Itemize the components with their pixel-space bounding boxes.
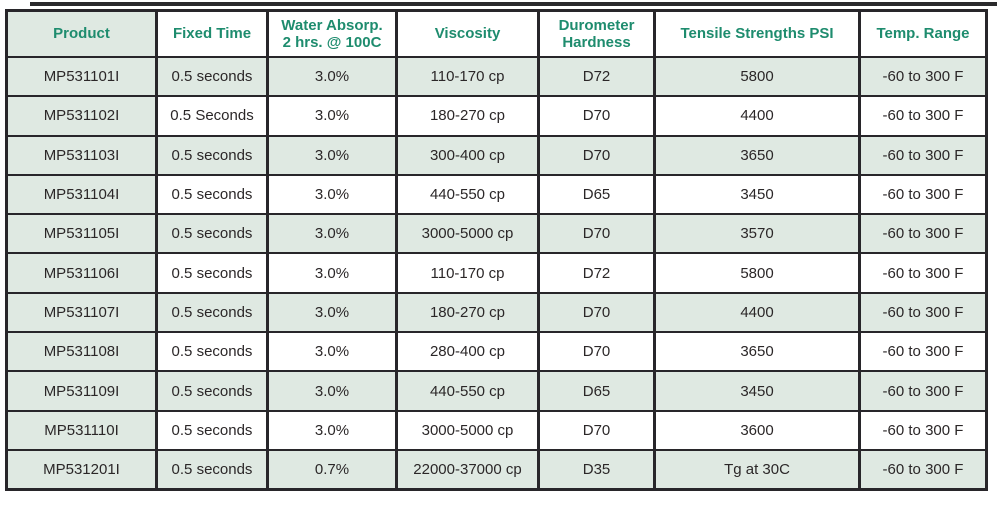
cell-viscosity: 3000-5000 cp bbox=[395, 213, 540, 255]
cell-temp-range: -60 to 300 F bbox=[858, 331, 988, 373]
cell-durometer: D35 bbox=[537, 448, 656, 491]
cell-fixed-time: 0.5 seconds bbox=[155, 213, 269, 255]
cell-water-absorp: 3.0% bbox=[266, 291, 398, 334]
column-header-temp-range: Temp. Range bbox=[858, 9, 988, 58]
cell-water-absorp: 3.0% bbox=[266, 252, 398, 294]
cell-durometer: D72 bbox=[537, 55, 656, 98]
cell-viscosity: 180-270 cp bbox=[395, 291, 540, 334]
cell-durometer: D70 bbox=[537, 213, 656, 255]
cell-product: MP531103I bbox=[5, 134, 158, 176]
cell-fixed-time: 0.5 Seconds bbox=[155, 95, 269, 137]
column-header-water-absorp: Water Absorp. 2 hrs. @ 100C bbox=[266, 9, 398, 58]
table-row: MP531101I 0.5 seconds 3.0% 110-170 cp D7… bbox=[5, 55, 988, 98]
cell-fixed-time: 0.5 seconds bbox=[155, 55, 269, 98]
cell-viscosity: 180-270 cp bbox=[395, 95, 540, 137]
cell-durometer: D70 bbox=[537, 95, 656, 137]
table-row: MP531105I 0.5 seconds 3.0% 3000-5000 cp … bbox=[5, 213, 988, 255]
cell-durometer: D65 bbox=[537, 370, 656, 412]
cell-product: MP531201I bbox=[5, 448, 158, 491]
cell-fixed-time: 0.5 seconds bbox=[155, 448, 269, 491]
cell-temp-range: -60 to 300 F bbox=[858, 448, 988, 491]
column-header-durometer-hardness: Durometer Hardness bbox=[537, 9, 656, 58]
cell-temp-range: -60 to 300 F bbox=[858, 370, 988, 412]
cell-tensile: 3600 bbox=[653, 409, 861, 451]
cell-viscosity: 22000-37000 cp bbox=[395, 448, 540, 491]
cell-water-absorp: 3.0% bbox=[266, 213, 398, 255]
table-row: MP531109I 0.5 seconds 3.0% 440-550 cp D6… bbox=[5, 370, 988, 412]
cell-viscosity: 300-400 cp bbox=[395, 134, 540, 176]
cell-durometer: D70 bbox=[537, 134, 656, 176]
cell-tensile: 3570 bbox=[653, 213, 861, 255]
product-spec-table: Product Fixed Time Water Absorp. 2 hrs. … bbox=[5, 9, 988, 492]
cell-fixed-time: 0.5 seconds bbox=[155, 291, 269, 334]
cell-water-absorp: 3.0% bbox=[266, 134, 398, 176]
cell-fixed-time: 0.5 seconds bbox=[155, 252, 269, 294]
cell-tensile: 5800 bbox=[653, 252, 861, 294]
cell-product: MP531110I bbox=[5, 409, 158, 451]
cell-water-absorp: 3.0% bbox=[266, 331, 398, 373]
cell-durometer: D70 bbox=[537, 291, 656, 334]
cell-tensile: 4400 bbox=[653, 95, 861, 137]
cell-product: MP531107I bbox=[5, 291, 158, 334]
cell-durometer: D70 bbox=[537, 409, 656, 451]
cell-product: MP531109I bbox=[5, 370, 158, 412]
cell-temp-range: -60 to 300 F bbox=[858, 55, 988, 98]
table-row: MP531103I 0.5 seconds 3.0% 300-400 cp D7… bbox=[5, 134, 988, 176]
table-row: MP531107I 0.5 seconds 3.0% 180-270 cp D7… bbox=[5, 291, 988, 334]
cell-temp-range: -60 to 300 F bbox=[858, 134, 988, 176]
table-row: MP531201I 0.5 seconds 0.7% 22000-37000 c… bbox=[5, 448, 988, 491]
cell-water-absorp: 0.7% bbox=[266, 448, 398, 491]
table-row: MP531104I 0.5 seconds 3.0% 440-550 cp D6… bbox=[5, 173, 988, 216]
cell-tensile: 4400 bbox=[653, 291, 861, 334]
cell-viscosity: 440-550 cp bbox=[395, 173, 540, 216]
cell-tensile: 3450 bbox=[653, 173, 861, 216]
cell-fixed-time: 0.5 seconds bbox=[155, 173, 269, 216]
cell-tensile: Tg at 30C bbox=[653, 448, 861, 491]
top-divider-rule bbox=[30, 2, 997, 6]
cell-temp-range: -60 to 300 F bbox=[858, 252, 988, 294]
cell-temp-range: -60 to 300 F bbox=[858, 291, 988, 334]
cell-temp-range: -60 to 300 F bbox=[858, 409, 988, 451]
table-row: MP531102I 0.5 Seconds 3.0% 180-270 cp D7… bbox=[5, 95, 988, 137]
cell-tensile: 3650 bbox=[653, 134, 861, 176]
column-header-product: Product bbox=[5, 9, 158, 58]
cell-tensile: 3450 bbox=[653, 370, 861, 412]
cell-durometer: D70 bbox=[537, 331, 656, 373]
cell-temp-range: -60 to 300 F bbox=[858, 95, 988, 137]
cell-product: MP531108I bbox=[5, 331, 158, 373]
table-row: MP531108I 0.5 seconds 3.0% 280-400 cp D7… bbox=[5, 331, 988, 373]
table-row: MP531110I 0.5 seconds 3.0% 3000-5000 cp … bbox=[5, 409, 988, 451]
cell-viscosity: 440-550 cp bbox=[395, 370, 540, 412]
cell-durometer: D72 bbox=[537, 252, 656, 294]
cell-fixed-time: 0.5 seconds bbox=[155, 409, 269, 451]
column-header-fixed-time: Fixed Time bbox=[155, 9, 269, 58]
column-header-viscosity: Viscosity bbox=[395, 9, 540, 58]
cell-temp-range: -60 to 300 F bbox=[858, 173, 988, 216]
cell-viscosity: 280-400 cp bbox=[395, 331, 540, 373]
column-header-tensile-strengths: Tensile Strengths PSI bbox=[653, 9, 861, 58]
table-row: MP531106I 0.5 seconds 3.0% 110-170 cp D7… bbox=[5, 252, 988, 294]
cell-viscosity: 110-170 cp bbox=[395, 252, 540, 294]
cell-temp-range: -60 to 300 F bbox=[858, 213, 988, 255]
cell-durometer: D65 bbox=[537, 173, 656, 216]
cell-product: MP531104I bbox=[5, 173, 158, 216]
cell-water-absorp: 3.0% bbox=[266, 409, 398, 451]
cell-water-absorp: 3.0% bbox=[266, 95, 398, 137]
cell-product: MP531105I bbox=[5, 213, 158, 255]
cell-fixed-time: 0.5 seconds bbox=[155, 370, 269, 412]
cell-product: MP531101I bbox=[5, 55, 158, 98]
cell-water-absorp: 3.0% bbox=[266, 370, 398, 412]
cell-product: MP531106I bbox=[5, 252, 158, 294]
cell-viscosity: 3000-5000 cp bbox=[395, 409, 540, 451]
cell-tensile: 5800 bbox=[653, 55, 861, 98]
cell-water-absorp: 3.0% bbox=[266, 173, 398, 216]
cell-fixed-time: 0.5 seconds bbox=[155, 134, 269, 176]
cell-tensile: 3650 bbox=[653, 331, 861, 373]
cell-fixed-time: 0.5 seconds bbox=[155, 331, 269, 373]
table-header-row: Product Fixed Time Water Absorp. 2 hrs. … bbox=[5, 9, 988, 58]
cell-water-absorp: 3.0% bbox=[266, 55, 398, 98]
cell-viscosity: 110-170 cp bbox=[395, 55, 540, 98]
cell-product: MP531102I bbox=[5, 95, 158, 137]
